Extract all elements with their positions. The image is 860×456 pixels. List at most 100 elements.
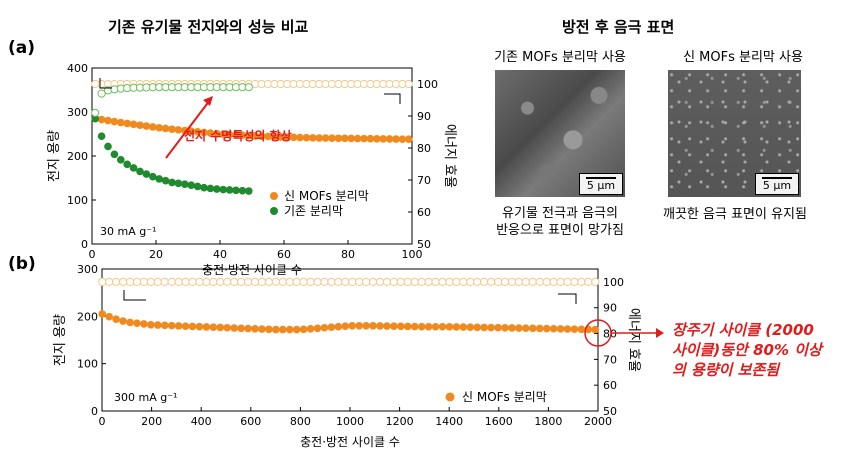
chart-b-efficiency-point-new (362, 277, 371, 287)
chart-a-capacity-point-0 (104, 116, 112, 125)
chart-a-capacity-point-0 (392, 135, 400, 143)
chart-a: 0 20 40 60 80 100 0 100 200 300 400 50 60 70 80 90 100 전… (47, 62, 457, 277)
right-axis-arrow-b (558, 293, 577, 304)
chart-b-efficiency-point-new (591, 277, 600, 287)
chart-b-efficiency-point-new (181, 277, 190, 287)
chart-b-capacity-point-0 (133, 319, 141, 327)
chart-b-efficiency-point-new (146, 277, 155, 287)
chart-b-capacity-point-0 (383, 322, 391, 330)
chart-a-capacity-point-0 (385, 135, 394, 143)
chart-b-capacity-point-0 (251, 325, 259, 333)
chart-b-capacity-point-0 (390, 322, 398, 330)
chart-a-capacity-point-0 (257, 132, 266, 140)
chart-a-capacity-point-0 (213, 129, 221, 138)
chart-b-capacity-point-0 (272, 325, 280, 334)
chart-b-capacity-point-0 (431, 322, 440, 331)
chart-b-efficiency-point-new (549, 277, 558, 287)
chart-a-capacity-point-0 (315, 134, 324, 142)
chart-a-xlabel: 충전·방전 사이클 수 (202, 263, 302, 277)
chart-a-ytick-label: 0 (81, 238, 88, 251)
chart-a-capacity-point-0 (366, 134, 375, 143)
chart-b-capacity-point-0 (278, 325, 287, 334)
chart-b-capacity-point-0 (369, 322, 377, 330)
chart-b-efficiency-point-new (528, 277, 537, 287)
chart-b-capacity-point-0 (508, 324, 516, 332)
trend-arrowhead (203, 96, 213, 106)
chart-b-capacity-point-0 (348, 322, 357, 330)
chart-b-capacity-point-0 (313, 324, 322, 333)
scale-bar-new: 5 μm (755, 173, 799, 195)
chart-b-efficiency-point-new (278, 277, 287, 287)
chart-b-efficiency-point-new (285, 277, 294, 287)
chart-a-capacity-point-0 (341, 134, 349, 143)
chart-b-capacity-point-0 (244, 324, 252, 333)
chart-a-y2label: 에너지 효율 (442, 124, 457, 188)
chart-b-efficiency-point-new (542, 277, 551, 287)
chart-b-xtick-label: 400 (191, 415, 212, 428)
chart-a-efficiency-point-old (97, 89, 106, 98)
chart-b-capacity-point-0 (265, 325, 273, 334)
chart-b-capacity-point-0 (334, 322, 343, 331)
chart-b-capacity-point-0 (230, 324, 238, 332)
chart-a-capacity-point-1 (219, 185, 227, 194)
chart-a-capacity-point-0 (270, 132, 279, 141)
chart-b-efficiency-point-new (306, 277, 315, 287)
chart-a-capacity-point-1 (110, 150, 119, 159)
chart-a-xtick-label: 80 (341, 248, 355, 261)
chart-b-efficiency-point-new (257, 277, 267, 287)
chart-b-efficiency-point-new (132, 277, 142, 287)
panel-label-a: (a) (8, 38, 36, 58)
chart-b-capacity-point-0 (216, 323, 225, 332)
long-cycle-note: 장주기 사이클 (2000 사이클)동안 80% 이상 의 용량이 보존됨 (672, 320, 858, 380)
chart-b-efficiency-point-new (243, 277, 253, 287)
chart-b-xtick-label: 1800 (534, 415, 562, 428)
chart-a-frame (91, 67, 413, 245)
chart-a-ylabel: 전지 용량 (47, 130, 62, 182)
chart-b-efficiency-point-new (125, 277, 135, 287)
chart-a-y2tick-label: 100 (417, 78, 438, 91)
chart-b-capacity-point-0 (119, 317, 127, 325)
chart-b-xtick-label: 200 (141, 415, 162, 428)
chart-b-efficiency-point-new (112, 277, 121, 287)
chart-b-capacity-point-0 (397, 322, 405, 331)
chart-b-capacity-point-0 (126, 318, 134, 327)
chart-a-ytick-label: 400 (67, 62, 88, 75)
chart-a-capacity-point-0 (136, 121, 144, 129)
chart-b-capacity-point-0 (528, 324, 537, 333)
chart-a-xtick-label: 0 (89, 248, 96, 261)
chart-b-ytick-label: 300 (77, 263, 98, 276)
chart-a-capacity-point-1 (91, 114, 99, 123)
chart-b-y2tick-label: 80 (603, 328, 617, 341)
note-line-2: 사이클)동안 80% 이상 (672, 341, 822, 359)
chart-a-capacity-point-0 (149, 123, 157, 131)
chart-b-efficiency-point-new (403, 277, 412, 287)
chart-b-efficiency-point-new (216, 277, 225, 287)
chart-b-capacity-point-0 (237, 324, 245, 333)
condition-b: 300 mA g⁻¹ (114, 391, 177, 404)
chart-a-y2tick-label: 50 (417, 238, 431, 251)
chart-b-xtick-label: 1400 (435, 415, 463, 428)
chart-b-xtick-label: 1000 (336, 415, 364, 428)
chart-a-efficiency-point-new (404, 79, 413, 89)
chart-b-efficiency-point-new (105, 277, 114, 287)
chart-a-capacity-point-0 (360, 134, 368, 143)
chart-b-capacity-point-0 (202, 323, 211, 331)
chart-a-capacity-point-0 (321, 134, 330, 142)
chart-b-capacity-point-0 (160, 321, 169, 330)
chart-a-capacity-point-1 (232, 186, 240, 195)
chart-b-capacity-point-0 (403, 322, 412, 331)
chart-b-capacity-point-0 (181, 322, 190, 330)
chart-a-capacity-point-1 (225, 186, 234, 194)
chart-a-y2tick-label: 90 (417, 110, 431, 123)
chart-b-xtick-label: 1200 (386, 415, 414, 428)
chart-b-y2tick-label: 60 (603, 379, 617, 392)
chart-b-efficiency-point-new (438, 277, 447, 287)
chart-b-efficiency-point-new (230, 277, 239, 287)
chart-b-efficiency-point-new (264, 277, 274, 287)
sem-old-title: 기존 MOFs 분리막 사용 (494, 50, 626, 65)
chart-b-y2label: 에너지 효율 (626, 308, 641, 372)
chart-a-capacity-point-0 (277, 133, 285, 141)
chart-b-efficiency-point-new (514, 277, 523, 287)
panel-label-b: (b) (8, 254, 36, 274)
annotation-improvement: 전지 수명특성의 향상 (184, 128, 292, 143)
